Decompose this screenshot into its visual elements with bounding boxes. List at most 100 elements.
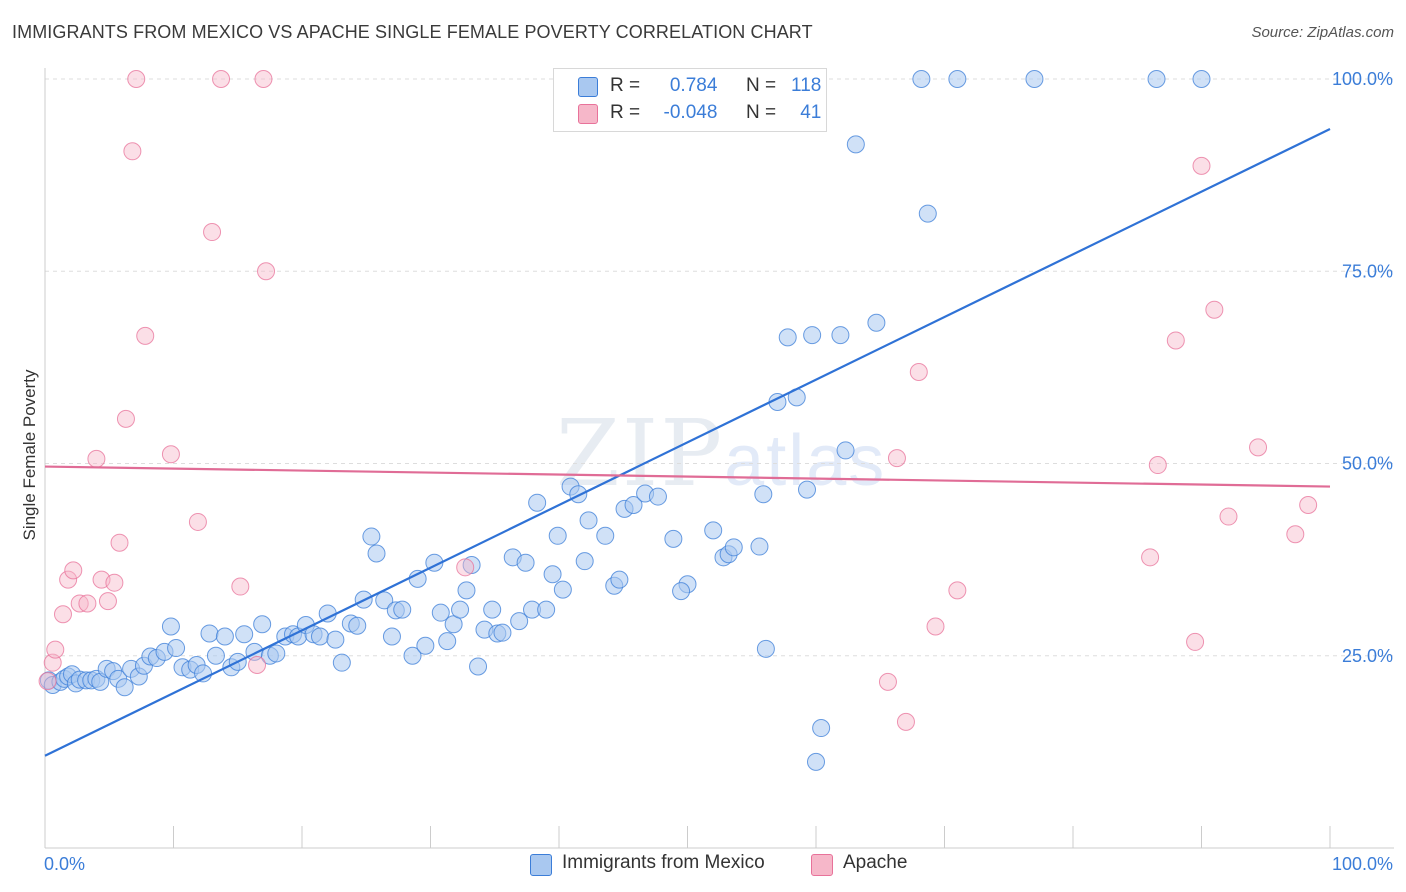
point-mexico: [367, 544, 386, 563]
point-mexico: [754, 485, 773, 504]
point-apache: [1186, 632, 1205, 651]
point-apache: [110, 533, 129, 552]
point-apache: [1219, 507, 1238, 526]
point-mexico: [553, 580, 572, 599]
point-mexico: [348, 616, 367, 635]
legend-n-value: 118: [791, 75, 822, 96]
legend-r-value: -0.048: [663, 102, 718, 123]
point-mexico: [664, 529, 683, 548]
point-apache: [59, 570, 78, 589]
y-tick-label: 25.0%: [1342, 646, 1393, 666]
point-mexico: [310, 627, 329, 646]
point-apache: [123, 142, 142, 161]
y-tick-label: 75.0%: [1342, 261, 1393, 281]
point-apache: [1148, 456, 1167, 475]
point-mexico: [326, 630, 345, 649]
y-tick-label: 50.0%: [1342, 454, 1393, 474]
point-mexico: [469, 657, 488, 676]
point-apache: [46, 640, 65, 659]
bottom-legend-label-mexico: Immigrants from Mexico: [562, 852, 765, 873]
legend-r-label: R =: [610, 102, 641, 123]
point-mexico: [798, 480, 817, 499]
point-mexico: [438, 632, 457, 651]
point-mexico: [516, 553, 535, 572]
point-apache: [248, 655, 267, 674]
point-mexico: [318, 604, 337, 623]
legend-n-label: N =: [745, 75, 777, 96]
bottom-legend-swatch-apache: [811, 854, 833, 876]
point-mexico: [803, 326, 822, 345]
legend-n-label: N =: [745, 102, 777, 123]
point-mexico: [918, 204, 937, 223]
point-apache: [87, 449, 106, 468]
point-mexico: [569, 485, 588, 504]
point-mexico: [1192, 70, 1211, 88]
point-apache: [896, 712, 915, 731]
point-apache: [231, 577, 250, 596]
point-apache: [456, 558, 475, 577]
point-mexico: [548, 526, 567, 545]
point-mexico: [831, 326, 850, 345]
point-apache: [212, 70, 231, 88]
point-apache: [98, 592, 117, 611]
point-mexico: [457, 581, 476, 600]
legend-swatch-apache: [578, 104, 598, 124]
point-mexico: [812, 719, 831, 738]
point-mexico: [724, 538, 743, 557]
y-tick-label: 100.0%: [1332, 69, 1393, 89]
legend-n-value: 41: [800, 102, 822, 123]
point-apache: [136, 326, 155, 345]
point-apache: [1205, 300, 1224, 319]
point-apache: [926, 617, 945, 636]
point-apache: [948, 581, 967, 600]
point-mexico: [704, 521, 723, 540]
point-apache: [127, 70, 146, 88]
point-apache: [38, 672, 57, 691]
point-apache: [1141, 548, 1160, 567]
bottom-legend-swatch-mexico: [530, 854, 552, 876]
point-apache: [1286, 525, 1305, 544]
point-apache: [257, 262, 276, 281]
point-apache: [1299, 496, 1318, 515]
point-mexico: [579, 511, 598, 530]
point-mexico: [253, 615, 272, 634]
point-mexico: [596, 526, 615, 545]
legend-swatch-mexico: [578, 77, 598, 97]
point-apache: [53, 605, 72, 624]
point-mexico: [807, 752, 825, 771]
point-apache: [64, 561, 83, 580]
point-apache: [909, 362, 928, 381]
point-apache: [887, 449, 906, 468]
point-mexico: [543, 565, 562, 584]
correlation-legend: R = 0.784 N = 118 R = -0.048 N = 41: [553, 68, 827, 132]
point-apache: [161, 445, 180, 464]
bottom-legend-label-apache: Apache: [843, 852, 908, 873]
point-mexico: [382, 627, 401, 646]
point-mexico: [778, 328, 797, 347]
point-mexico: [610, 570, 629, 589]
point-mexico: [750, 537, 769, 556]
point-mexico: [235, 625, 254, 644]
point-mexico: [672, 582, 691, 601]
point-mexico: [267, 644, 286, 663]
point-mexico: [206, 646, 225, 665]
point-mexico: [403, 646, 422, 665]
point-mexico: [115, 678, 134, 697]
point-mexico: [167, 639, 186, 658]
legend-r-value: 0.784: [669, 75, 718, 96]
point-apache: [203, 223, 222, 242]
point-mexico: [451, 600, 470, 619]
point-mexico: [867, 313, 886, 332]
trendline-apache: [44, 465, 1331, 488]
x-tick-label: 0.0%: [44, 854, 85, 874]
point-mexico: [948, 70, 967, 88]
point-mexico: [1147, 70, 1166, 88]
point-apache: [188, 512, 207, 531]
point-mexico: [836, 441, 855, 460]
point-apache: [1192, 156, 1211, 175]
x-tick-label: 100.0%: [1332, 854, 1393, 874]
point-mexico: [332, 653, 351, 672]
point-mexico: [200, 624, 219, 643]
trendline-mexico: [44, 127, 1331, 757]
